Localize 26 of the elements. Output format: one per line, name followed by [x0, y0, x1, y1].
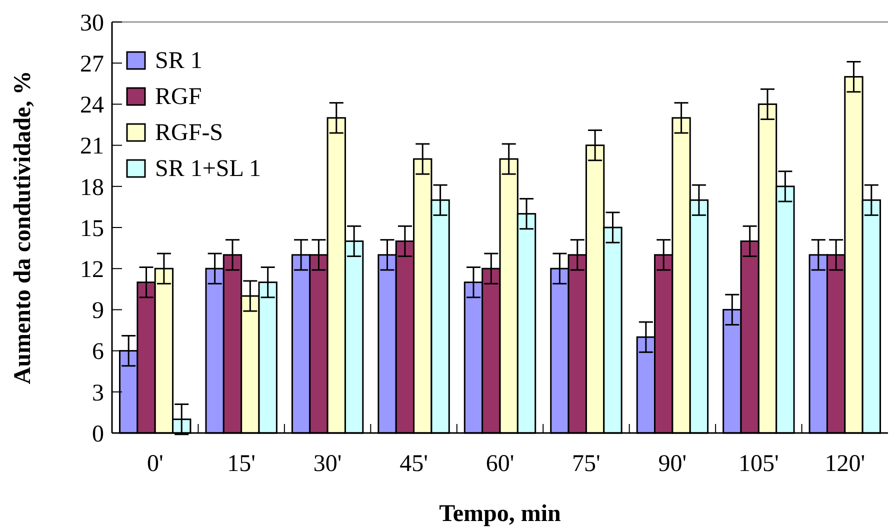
y-tick-label: 0	[92, 421, 104, 448]
x-tick-label: 45'	[400, 451, 428, 477]
x-tick-label: 15'	[227, 451, 256, 477]
y-axis-title: Aumento da condutividade, %	[10, 70, 36, 384]
x-tick-label: 105'	[738, 451, 779, 477]
x-tick-label: 75'	[572, 451, 600, 477]
x-axis-title: Tempo, min	[439, 501, 561, 527]
x-tick-label: 90'	[658, 451, 687, 477]
y-tick-label: 24	[80, 92, 104, 119]
legend-label: RGF-S	[155, 120, 224, 146]
x-tick-label: 30'	[313, 451, 342, 477]
legend-label: SR 1+SL 1	[155, 156, 262, 182]
y-tick-label: 12	[80, 257, 104, 283]
y-tick-label: 18	[80, 174, 104, 201]
y-tick-label: 30	[80, 10, 104, 36]
legend-label: SR 1	[155, 48, 202, 74]
x-tick-label: 0'	[146, 451, 164, 477]
y-tick-label: 9	[92, 298, 104, 324]
y-tick-label: 3	[92, 380, 104, 406]
y-tick-label: 27	[80, 52, 104, 78]
y-tick-label: 21	[80, 134, 104, 160]
x-tick-label: 60'	[486, 451, 514, 477]
y-tick-label: 6	[92, 339, 104, 366]
x-tick-label: 120'	[824, 451, 866, 477]
legend-label: RGF	[155, 84, 202, 110]
y-tick-label: 15	[80, 216, 104, 242]
